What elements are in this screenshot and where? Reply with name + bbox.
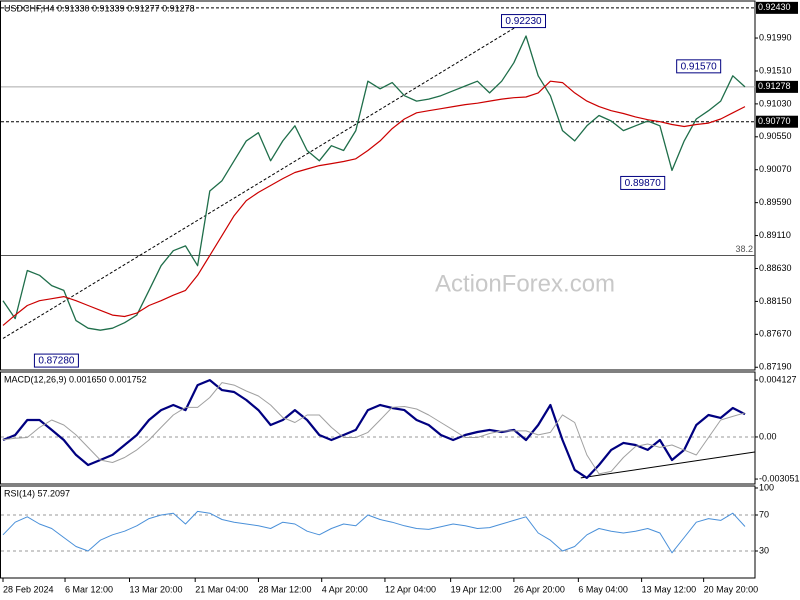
- x-tick-label: 6 May 04:00: [578, 584, 628, 594]
- annotation-box: [33, 353, 79, 368]
- annotation-label: 0.92230: [505, 16, 542, 27]
- y-tick-label: 0.91510: [759, 65, 792, 75]
- price-label: 0.90770: [758, 116, 791, 126]
- x-tick-label: 21 Mar 04:00: [195, 584, 248, 594]
- pane-frame: [0, 485, 756, 579]
- annotation-label: 0.91570: [681, 61, 718, 72]
- x-tick-label: 6 Mar 12:00: [65, 584, 113, 594]
- series-line: [2, 80, 746, 326]
- price-label: 0.92430: [758, 2, 791, 12]
- pane-title: MACD(12,26,9) 0.001650 0.001752: [4, 374, 147, 384]
- x-tick-label: 19 Apr 12:00: [451, 584, 502, 594]
- price-label-box: [756, 115, 798, 128]
- y-tick-label: 70: [759, 509, 769, 519]
- trend-line: [2, 20, 527, 339]
- y-tick-label: 0.88630: [759, 263, 792, 273]
- y-tick-label: 0.88150: [759, 296, 792, 306]
- annotation-box: [676, 59, 722, 74]
- y-tick-label: 0.89590: [759, 197, 792, 207]
- price-label: 0.91278: [758, 81, 791, 91]
- x-tick-label: 20 May 20:00: [704, 584, 759, 594]
- pane-frame: [0, 0, 756, 371]
- y-tick-label: 0.004127: [759, 374, 797, 384]
- x-tick-label: 13 Mar 20:00: [130, 584, 183, 594]
- y-tick-label: 0.87670: [759, 329, 792, 339]
- price-label-box: [756, 1, 798, 14]
- y-tick-label: 30: [759, 545, 769, 555]
- annotation-label: 0.89870: [625, 178, 662, 189]
- pane-title: RSI(14) 57.2097: [4, 488, 70, 498]
- y-tick-label: 0.87190: [759, 362, 792, 372]
- y-tick-label: 0.90550: [759, 131, 792, 141]
- y-tick-label: 0.90070: [759, 164, 792, 174]
- x-tick-label: 13 May 12:00: [642, 584, 697, 594]
- series-line: [2, 510, 746, 554]
- x-tick-label: 28 Mar 12:00: [258, 584, 311, 594]
- y-tick-label: 0.00: [759, 431, 777, 441]
- price-label-box: [756, 80, 798, 93]
- y-tick-label: 0.91030: [759, 98, 792, 108]
- pane-title: USDCHF,H4 0.91330 0.91339 0.91277 0.9127…: [4, 3, 195, 13]
- series-line: [2, 379, 746, 479]
- y-tick-label: -0.003051: [759, 473, 800, 483]
- pane-frame: [0, 371, 756, 485]
- trend-line: [580, 451, 755, 479]
- x-tick-label: 12 Apr 04:00: [385, 584, 436, 594]
- x-tick-label: 4 Apr 20:00: [322, 584, 368, 594]
- fib-label: 38.2: [735, 244, 753, 254]
- x-tick-label: 26 Apr 20:00: [514, 584, 565, 594]
- series-line: [2, 35, 746, 331]
- watermark: ActionForex.com: [435, 270, 615, 297]
- annotation-label: 0.87280: [38, 356, 75, 367]
- x-tick-label: 28 Feb 2024: [3, 584, 54, 594]
- y-tick-label: 0.89110: [759, 230, 791, 240]
- annotation-box: [620, 175, 666, 190]
- y-tick-label: 100: [759, 482, 774, 492]
- series-line: [2, 382, 746, 475]
- annotation-box: [501, 14, 547, 29]
- y-tick-label: 0.91990: [759, 32, 792, 42]
